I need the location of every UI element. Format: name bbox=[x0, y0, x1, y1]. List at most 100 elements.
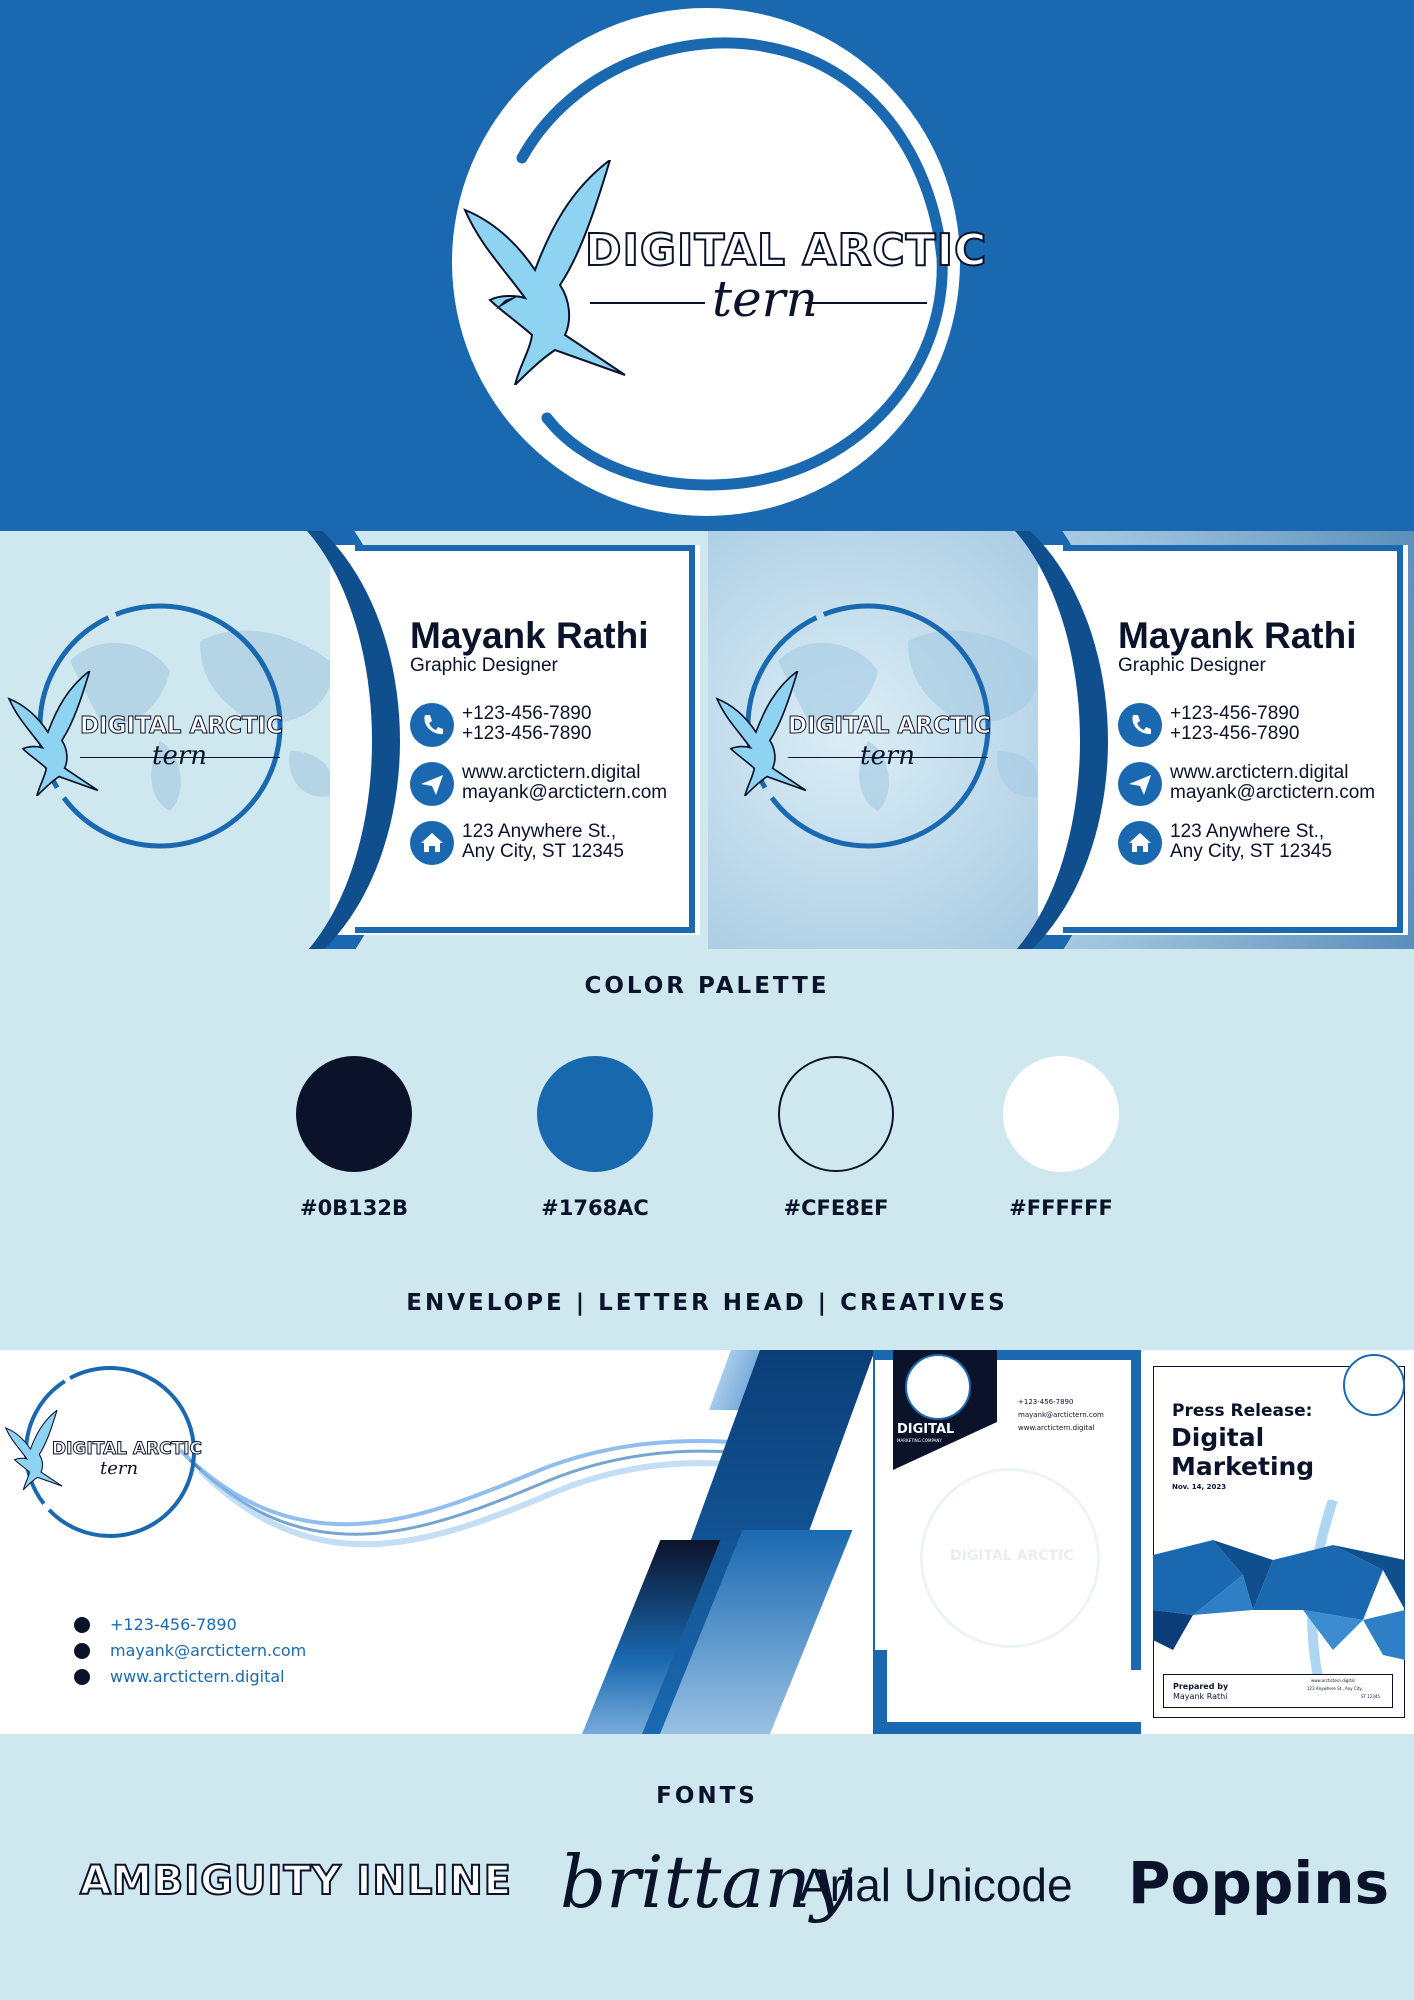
letterhead-watermark bbox=[920, 1468, 1100, 1648]
card-brand-script: tern bbox=[152, 741, 208, 771]
bird-icon bbox=[4, 1410, 63, 1490]
letterhead-company-sub: MARKETING COMPANY bbox=[897, 1438, 942, 1443]
hero-brush-ring bbox=[516, 37, 948, 491]
card-web: www.arctictern.digital bbox=[1170, 762, 1349, 783]
letterhead-phone: +123-456-7890 bbox=[1018, 1398, 1074, 1406]
phone-icon bbox=[1118, 703, 1162, 747]
card-email: mayank@arctictern.com bbox=[1170, 782, 1376, 803]
swatch-white bbox=[1003, 1056, 1119, 1172]
font-sample-poppins: Poppins bbox=[1128, 1849, 1390, 1917]
swatch-label: #1768AC bbox=[541, 1196, 649, 1220]
send-icon bbox=[1118, 762, 1162, 806]
envelope-brand-name: DIGITAL ARCTIC bbox=[51, 1439, 203, 1460]
card-name: Mayank Rathi bbox=[1118, 615, 1357, 656]
poster-kicker: Press Release: bbox=[1172, 1401, 1313, 1421]
card-brand-script: tern bbox=[860, 741, 916, 771]
press-poster: Press Release: Digital Marketing Nov. 14… bbox=[1141, 1350, 1414, 1734]
hero-brand-name: DIGITAL ARCTIC bbox=[584, 224, 988, 277]
envelope-phone: +123-456-7890 bbox=[110, 1615, 237, 1634]
swatch-ice bbox=[778, 1056, 894, 1172]
stationery-title: ENVELOPE | LETTER HEAD | CREATIVES bbox=[406, 1290, 1008, 1316]
card-address-2: Any City, ST 12345 bbox=[1170, 841, 1332, 862]
letterhead-frame-top bbox=[875, 1350, 1141, 1360]
card-web-row: www.arctictern.digital mayank@arctictern… bbox=[410, 760, 700, 806]
card-phone-1: +123-456-7890 bbox=[462, 703, 592, 724]
letterhead-frame-left bbox=[875, 1650, 887, 1734]
swatch-label: #0B132B bbox=[299, 1196, 409, 1220]
globe-icon bbox=[74, 1669, 90, 1685]
letterhead-frame-bottom bbox=[875, 1722, 1141, 1734]
poster-addr: 123 Anywhere St., Any City, bbox=[1307, 1686, 1364, 1691]
phone-icon bbox=[410, 703, 454, 747]
letterhead-web: www.arctictern.digital bbox=[1018, 1424, 1095, 1432]
send-icon bbox=[410, 762, 454, 806]
poster-footer-box bbox=[1163, 1674, 1393, 1708]
fonts-title: FONTS bbox=[656, 1783, 758, 1809]
letterhead-frame-right bbox=[1131, 1350, 1141, 1670]
swatch-label: #FFFFFF bbox=[1009, 1196, 1113, 1220]
card-name: Mayank Rathi bbox=[410, 615, 649, 656]
envelope: DIGITAL ARCTIC tern +123-456-7890 mayank… bbox=[0, 1350, 873, 1734]
phone-icon bbox=[74, 1617, 90, 1633]
hero-divider-right bbox=[805, 302, 927, 304]
envelope-web: www.arctictern.digital bbox=[110, 1667, 285, 1686]
swatch-navy bbox=[296, 1056, 412, 1172]
card-brand-rule bbox=[80, 757, 280, 758]
card-phone-row: +123-456-7890 +123-456-7890 bbox=[1118, 701, 1408, 747]
poster-title-1: Digital bbox=[1171, 1423, 1265, 1452]
card-frame bbox=[355, 545, 695, 933]
card-phone-1: +123-456-7890 bbox=[1170, 703, 1300, 724]
palette-title: COLOR PALETTE bbox=[584, 973, 830, 999]
home-icon bbox=[410, 821, 454, 865]
letterhead-company: DIGITAL bbox=[897, 1422, 955, 1437]
letterhead-watermark-text: DIGITAL ARCTIC bbox=[950, 1548, 1074, 1564]
card-email: mayank@arctictern.com bbox=[462, 782, 668, 803]
card-role: Graphic Designer bbox=[410, 655, 558, 676]
swatch-label: #CFE8EF bbox=[783, 1196, 889, 1220]
poster-logo bbox=[1343, 1354, 1405, 1416]
card-brand-name: DIGITAL ARCTIC bbox=[788, 713, 992, 740]
card-brand-rule bbox=[788, 757, 988, 758]
card-address-2: Any City, ST 12345 bbox=[462, 841, 624, 862]
bird-icon bbox=[463, 160, 626, 385]
business-card-front: DIGITAL ARCTIC tern Mayank Rathi Graphic… bbox=[0, 531, 706, 949]
stationery-strip: DIGITAL ARCTIC tern +123-456-7890 mayank… bbox=[0, 1350, 1414, 1734]
poster-polygon-art bbox=[1153, 1500, 1405, 1700]
letterhead-email: mayank@arctictern.com bbox=[1018, 1411, 1104, 1419]
card-web: www.arctictern.digital bbox=[462, 762, 641, 783]
bird-icon bbox=[715, 671, 807, 796]
hero-logo-disc bbox=[452, 8, 960, 516]
card-phone-row: +123-456-7890 +123-456-7890 bbox=[410, 701, 700, 747]
card-address-1: 123 Anywhere St., bbox=[1170, 821, 1325, 842]
hero-divider-left bbox=[590, 302, 705, 304]
swatch-blue bbox=[537, 1056, 653, 1172]
font-sample-brittany: brittany bbox=[560, 1840, 852, 1924]
font-sample-arial: Arial Unicode bbox=[799, 1859, 1073, 1911]
hero-brand-script: tern bbox=[712, 270, 818, 328]
poster-author: Mayank Rathi bbox=[1173, 1692, 1228, 1701]
card-phone-2: +123-456-7890 bbox=[462, 723, 592, 744]
poster-web: www.arctictern.digital bbox=[1311, 1678, 1355, 1683]
poster-zip: ST 12345 bbox=[1361, 1694, 1380, 1699]
card-role: Graphic Designer bbox=[1118, 655, 1266, 676]
poster-date: Nov. 14, 2023 bbox=[1172, 1483, 1227, 1491]
card-frame bbox=[1063, 545, 1403, 933]
card-brand-name: DIGITAL ARCTIC bbox=[80, 713, 284, 740]
letterhead: DIGITAL MARKETING COMPANY +123-456-7890 … bbox=[873, 1350, 1141, 1734]
card-address-row: 123 Anywhere St., Any City, ST 12345 bbox=[410, 819, 700, 865]
card-address-row: 123 Anywhere St., Any City, ST 12345 bbox=[1118, 819, 1408, 865]
hero-banner: DIGITAL ARCTIC tern bbox=[0, 0, 1414, 531]
business-card-back: DIGITAL ARCTIC tern Mayank Rathi Graphic… bbox=[708, 531, 1414, 949]
font-sample-ambiguity: AMBIGUITY INLINE bbox=[79, 1857, 513, 1905]
mail-icon bbox=[74, 1643, 90, 1659]
poster-title-2: Marketing bbox=[1171, 1452, 1315, 1481]
home-icon bbox=[1118, 821, 1162, 865]
card-address-1: 123 Anywhere St., bbox=[462, 821, 617, 842]
bird-icon bbox=[7, 671, 99, 796]
poster-prepared: Prepared by bbox=[1173, 1682, 1229, 1691]
card-phone-2: +123-456-7890 bbox=[1170, 723, 1300, 744]
letterhead-logo bbox=[905, 1354, 971, 1420]
poster-frame bbox=[1153, 1366, 1405, 1718]
envelope-brand-script: tern bbox=[100, 1458, 139, 1479]
card-web-row: www.arctictern.digital mayank@arctictern… bbox=[1118, 760, 1408, 806]
